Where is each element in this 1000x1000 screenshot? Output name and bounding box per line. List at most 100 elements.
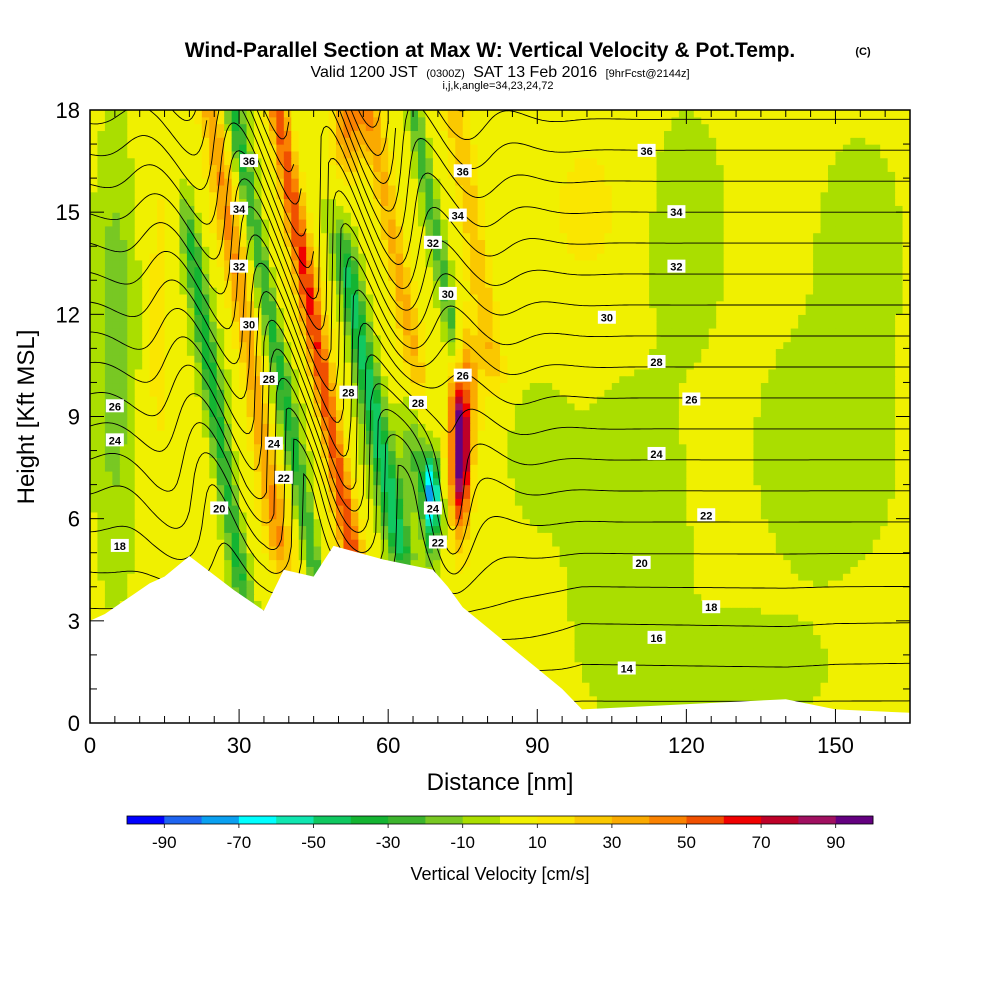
velocity-cell xyxy=(500,484,509,493)
velocity-cell xyxy=(127,470,136,479)
velocity-cell xyxy=(813,668,822,676)
velocity-cell xyxy=(783,654,792,663)
velocity-cell xyxy=(708,559,717,567)
velocity-cell xyxy=(373,430,382,438)
velocity-cell xyxy=(835,457,844,465)
velocity-cell xyxy=(537,484,546,493)
velocity-cell xyxy=(731,675,740,683)
velocity-cell xyxy=(865,430,874,438)
velocity-cell xyxy=(574,511,583,520)
velocity-cell xyxy=(760,552,769,561)
velocity-cell xyxy=(850,688,859,697)
velocity-cell xyxy=(775,436,784,445)
velocity-cell xyxy=(686,648,695,656)
velocity-cell xyxy=(738,464,747,472)
velocity-cell xyxy=(470,505,479,513)
velocity-cell xyxy=(462,450,471,458)
velocity-cell xyxy=(418,545,427,554)
velocity-cell xyxy=(522,614,531,622)
velocity-cell xyxy=(485,614,494,622)
velocity-cell xyxy=(343,498,352,506)
velocity-cell xyxy=(842,634,851,642)
velocity-cell xyxy=(477,505,486,513)
velocity-cell xyxy=(537,641,546,649)
velocity-cell xyxy=(626,627,635,636)
velocity-cell xyxy=(768,498,777,506)
velocity-cell xyxy=(790,552,799,561)
velocity-cell xyxy=(619,702,628,710)
velocity-cell xyxy=(619,688,628,697)
velocity-cell xyxy=(626,457,635,465)
velocity-cell xyxy=(693,634,702,642)
velocity-cell xyxy=(522,484,531,493)
velocity-cell xyxy=(432,443,441,452)
velocity-cell xyxy=(462,579,471,588)
velocity-cell xyxy=(306,566,315,574)
velocity-cell xyxy=(477,484,486,493)
velocity-cell xyxy=(97,470,106,479)
velocity-cell xyxy=(895,498,904,506)
velocity-cell xyxy=(842,464,851,472)
velocity-cell xyxy=(164,443,173,452)
velocity-cell xyxy=(649,614,658,622)
velocity-cell xyxy=(805,470,814,479)
velocity-cell xyxy=(104,518,113,527)
velocity-cell xyxy=(164,436,173,445)
velocity-cell xyxy=(813,586,822,595)
velocity-cell xyxy=(887,436,896,445)
velocity-cell xyxy=(611,695,620,704)
velocity-cell xyxy=(537,607,546,615)
velocity-cell xyxy=(805,634,814,642)
velocity-cell xyxy=(470,532,479,540)
velocity-cell xyxy=(470,593,479,601)
velocity-cell xyxy=(418,484,427,493)
velocity-cell xyxy=(842,573,851,581)
velocity-cell xyxy=(589,470,598,479)
velocity-cell xyxy=(895,539,904,547)
velocity-cell xyxy=(820,511,829,520)
velocity-cell xyxy=(596,423,605,431)
velocity-cell xyxy=(194,423,203,431)
velocity-cell xyxy=(828,675,837,683)
velocity-cell xyxy=(507,620,516,629)
velocity-cell xyxy=(507,457,516,465)
velocity-cell xyxy=(828,593,837,601)
velocity-cell xyxy=(119,511,128,520)
velocity-cell xyxy=(544,416,553,424)
velocity-cell xyxy=(373,545,382,554)
velocity-cell xyxy=(358,436,367,445)
velocity-cell xyxy=(246,436,255,445)
velocity-cell xyxy=(403,518,412,527)
velocity-cell xyxy=(582,525,591,533)
velocity-cell xyxy=(500,416,509,424)
velocity-cell xyxy=(820,484,829,493)
velocity-cell xyxy=(492,430,501,438)
velocity-cell xyxy=(828,477,837,486)
velocity-cell xyxy=(567,607,576,615)
velocity-cell xyxy=(716,559,725,567)
velocity-cell xyxy=(500,532,509,540)
velocity-cell xyxy=(104,593,113,601)
velocity-cell xyxy=(686,682,695,690)
velocity-cell xyxy=(798,511,807,520)
velocity-cell xyxy=(604,416,613,424)
velocity-cell xyxy=(835,627,844,636)
velocity-cell xyxy=(112,409,121,418)
velocity-cell xyxy=(246,498,255,506)
valid-time-line: Valid 1200 JST (0300Z) SAT 13 Feb 2016 [… xyxy=(310,64,689,81)
velocity-cell xyxy=(634,423,643,431)
velocity-cell xyxy=(664,443,673,452)
velocity-cell xyxy=(842,586,851,595)
velocity-cell xyxy=(172,491,181,499)
velocity-cell xyxy=(753,593,762,601)
velocity-cell xyxy=(678,573,687,581)
velocity-cell xyxy=(895,620,904,629)
velocity-cell xyxy=(432,477,441,486)
velocity-cell xyxy=(902,668,910,676)
velocity-cell xyxy=(723,627,732,636)
velocity-cell xyxy=(485,600,494,608)
velocity-cell xyxy=(895,654,904,663)
velocity-cell xyxy=(470,470,479,479)
velocity-cell xyxy=(842,607,851,615)
velocity-cell xyxy=(544,464,553,472)
